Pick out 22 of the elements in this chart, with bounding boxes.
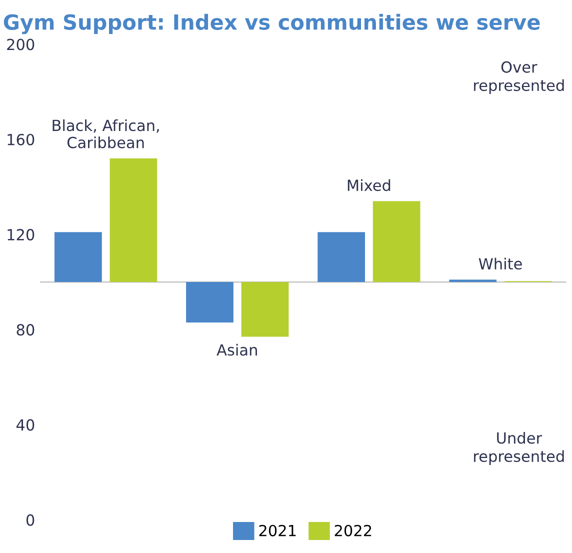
y-tick-label: 200 — [7, 38, 34, 50]
y-tick-label: 40 — [16, 419, 34, 431]
legend-label: 2021 — [259, 524, 296, 536]
y-tick-label: 0 — [26, 514, 34, 526]
annotation: Under represented — [474, 432, 564, 466]
bar — [318, 232, 365, 282]
x-tick-label: Black, African, Caribbean — [52, 119, 159, 148]
bar — [110, 158, 158, 282]
y-tick-label: 120 — [8, 228, 34, 240]
bar — [241, 282, 289, 337]
annotation: Over represented — [474, 61, 564, 94]
bar — [449, 280, 497, 282]
bar — [186, 282, 234, 322]
x-tick-label: Asian — [216, 344, 257, 356]
bar — [54, 232, 102, 282]
x-tick-label: White — [478, 258, 522, 270]
x-tick-label: Mixed — [348, 179, 390, 192]
legend-label: 2022 — [334, 524, 372, 536]
chart-title: Gym Support: Index vs communities we serve — [4, 14, 540, 34]
y-tick-label: 160 — [8, 134, 34, 146]
y-tick-label: 80 — [16, 324, 34, 336]
bar — [372, 201, 420, 282]
